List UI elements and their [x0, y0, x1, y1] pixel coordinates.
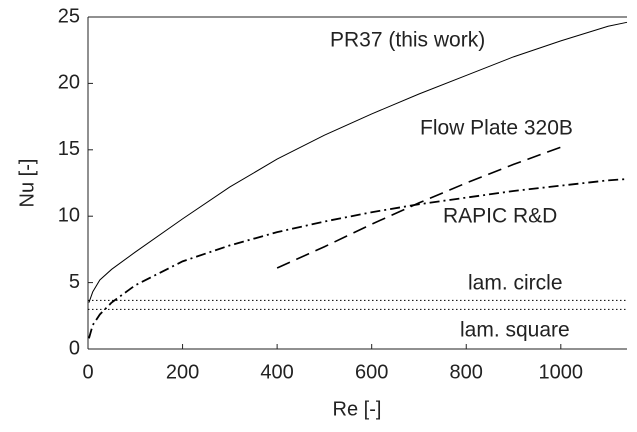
series-line [276, 146, 562, 269]
y-tick-label: 10 [58, 204, 80, 226]
series-label: PR37 (this work) [330, 29, 485, 52]
series-label: RAPIC R&D [443, 205, 557, 228]
series-line [88, 178, 628, 339]
x-tick-label: 600 [355, 361, 388, 383]
y-axis-label: Nu [-] [16, 159, 38, 208]
y-tick-label: 20 [58, 72, 80, 94]
x-axis-label: Re [-] [333, 398, 382, 420]
series-label: lam. square [460, 319, 570, 342]
x-tick-label: 400 [260, 361, 293, 383]
y-tick-label: 15 [58, 138, 80, 160]
x-tick-label: 800 [450, 361, 483, 383]
y-tick-label: 0 [69, 337, 80, 359]
x-tick-label: 1000 [539, 361, 584, 383]
y-tick-label: 5 [69, 271, 80, 293]
x-tick-label: 200 [166, 361, 199, 383]
y-tick-label: 25 [58, 5, 80, 27]
series-label: lam. circle [468, 272, 563, 295]
series-label: Flow Plate 320B [420, 117, 573, 140]
x-tick-label: 0 [82, 361, 93, 383]
series-line [88, 21, 628, 303]
